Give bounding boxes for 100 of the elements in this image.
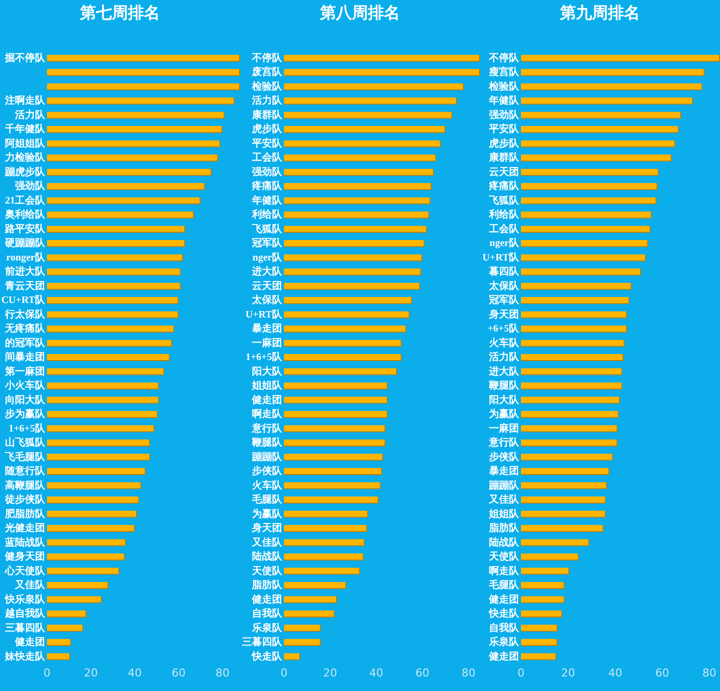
y-tick-label: 蹦虎步队 xyxy=(4,166,46,178)
y-tick-label: 身天团 xyxy=(251,522,282,534)
y-tick-label: 强劲队 xyxy=(15,180,46,192)
y-tick-label: 自我队 xyxy=(489,622,520,634)
x-tick-label: 60 xyxy=(415,666,430,680)
y-tick-label: 意行队 xyxy=(488,436,520,449)
y-tick-label: 三暮四队 xyxy=(5,622,46,634)
y-tick-label: 虎步队 xyxy=(251,123,283,136)
y-tick-label: nger队 xyxy=(252,251,283,264)
y-tick-label: 姐姐队 xyxy=(488,508,520,520)
y-tick-label: 脂肪队 xyxy=(251,579,283,592)
y-tick-label: 心天使队 xyxy=(4,564,46,577)
y-tick-label: 力检验队 xyxy=(5,152,46,164)
y-tick-label: 冠军队 xyxy=(251,237,283,250)
y-tick-label: 毛腿队 xyxy=(251,494,283,506)
y-tick-label: 21工会队 xyxy=(5,194,46,206)
y-tick-label: 光健走团 xyxy=(4,522,45,534)
chart-title: 第七周排名 xyxy=(79,2,160,22)
y-tick-label: 快乐泉队 xyxy=(4,593,46,606)
y-tick-label: 瘦宫队 xyxy=(488,66,520,78)
y-tick-label: 太保队 xyxy=(488,280,520,292)
x-tick-label: 40 xyxy=(128,666,142,680)
y-tick-label: 又佳队 xyxy=(488,494,520,506)
y-tick-label: 快走队 xyxy=(488,608,520,620)
y-tick-label: 进大队 xyxy=(251,266,283,278)
y-tick-label: 自我队 xyxy=(252,608,283,620)
y-tick-label: 阳大队 xyxy=(489,394,520,406)
y-tick-label: 的冠军队 xyxy=(5,336,46,349)
chart-title: 第八周排名 xyxy=(319,2,400,22)
y-tick-label: 山飞狐队 xyxy=(5,436,46,449)
y-tick-label: 云天团 xyxy=(252,280,282,292)
y-tick-label: 暮四队 xyxy=(488,266,520,278)
y-tick-label: 阳大队 xyxy=(252,365,283,378)
x-tick-label: 20 xyxy=(561,666,576,680)
y-tick-label: 天使队 xyxy=(251,564,283,577)
y-tick-label: 1+6+5队 xyxy=(246,351,283,364)
y-tick-label: 鞭腿队 xyxy=(488,380,520,392)
y-tick-label: 蓝陆战队 xyxy=(4,536,46,548)
y-tick-label: 火车队 xyxy=(489,336,520,349)
y-tick-label: 太保队 xyxy=(251,294,283,306)
y-tick-label: 啊走队 xyxy=(252,408,283,420)
y-tick-label: 又佳队 xyxy=(251,536,283,548)
y-tick-label: 步侠队 xyxy=(488,450,520,463)
x-tick-label: 80 xyxy=(702,666,716,680)
y-tick-label: 利给队 xyxy=(488,208,520,221)
y-tick-label: U+RT队 xyxy=(246,308,283,320)
y-tick-label: 平安队 xyxy=(251,137,283,150)
y-tick-label: 鞭腿队 xyxy=(251,436,283,449)
x-tick-label: 60 xyxy=(172,666,186,680)
y-tick-label: 工会队 xyxy=(488,222,520,235)
y-tick-label: 姐姐队 xyxy=(251,380,283,392)
y-tick-label: 一麻团 xyxy=(252,336,282,349)
y-tick-label: 暴走团 xyxy=(251,322,282,335)
y-tick-label: 前进大队 xyxy=(4,266,46,278)
y-tick-label: 青云天团 xyxy=(4,280,45,292)
x-tick-label: 40 xyxy=(369,666,384,680)
y-tick-label: ronger队 xyxy=(6,251,46,264)
y-tick-label: 随意行队 xyxy=(5,465,46,478)
y-tick-label: 行太保队 xyxy=(4,308,46,320)
y-tick-label: 活力队 xyxy=(14,108,46,121)
y-tick-label: 陆战队 xyxy=(489,536,520,548)
x-tick-label: 0 xyxy=(44,666,50,680)
y-tick-label: 千年健队 xyxy=(4,123,46,136)
y-tick-label: 三暮四队 xyxy=(242,636,283,648)
y-tick-label: 活力队 xyxy=(488,351,520,364)
y-tick-label: 健走团 xyxy=(488,650,519,662)
y-tick-label: 步侠队 xyxy=(251,465,283,478)
y-tick-label: 为赢队 xyxy=(252,508,283,520)
y-tick-label: 路平安队 xyxy=(4,222,46,235)
y-tick-label: 疼痛队 xyxy=(488,180,520,192)
y-tick-label: 年健队 xyxy=(251,194,283,206)
y-tick-label: 毛腿队 xyxy=(488,579,520,592)
y-tick-label: 啊走队 xyxy=(489,564,520,577)
chart-title: 第九周排名 xyxy=(559,2,640,22)
y-tick-label: 高鞭腿队 xyxy=(5,479,46,492)
y-tick-label: 利给队 xyxy=(251,208,283,221)
y-tick-label: 康群队 xyxy=(251,108,283,121)
y-tick-label: nger队 xyxy=(490,237,520,250)
y-tick-label: 徒步侠队 xyxy=(4,494,46,506)
x-tick-label: 40 xyxy=(608,666,622,680)
y-tick-label: 健走团 xyxy=(251,394,282,406)
y-tick-label: 妹快走队 xyxy=(4,650,46,662)
y-tick-label: 乐泉队 xyxy=(251,622,283,634)
y-tick-label: 虎步队 xyxy=(488,137,520,150)
y-tick-label: 飞狐队 xyxy=(251,222,283,235)
y-tick-label: 步为赢队 xyxy=(4,408,46,420)
y-tick-label: 蹦蹦队 xyxy=(251,450,283,463)
y-tick-label: 第一麻团 xyxy=(4,365,45,378)
y-tick-label: 1+6+5队 xyxy=(8,422,46,434)
y-tick-label: 掘不停队 xyxy=(4,52,46,64)
y-tick-label: 脂肪队 xyxy=(488,522,520,534)
y-tick-label: 奥利给队 xyxy=(4,208,46,221)
y-tick-label: 年健队 xyxy=(488,94,520,107)
x-tick-label: 20 xyxy=(323,666,338,680)
y-tick-label: 向阳大队 xyxy=(5,394,46,406)
y-tick-label: 检验队 xyxy=(488,80,520,92)
y-tick-label: 健走团 xyxy=(14,636,45,648)
y-tick-label: 健身天团 xyxy=(4,550,45,563)
y-tick-label: 快走队 xyxy=(251,650,283,662)
y-tick-label: 身天团 xyxy=(488,308,519,320)
